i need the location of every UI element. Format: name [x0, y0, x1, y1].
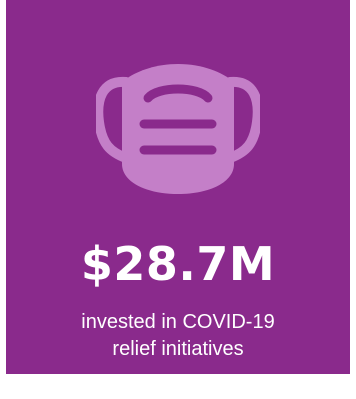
stat-caption-line-2: relief initiatives	[112, 338, 244, 360]
stat-caption-line-1: invested in COVID-19	[81, 311, 275, 333]
face-mask-icon	[96, 64, 260, 194]
stat-card: $28.7M invested in COVID-19 relief initi…	[6, 0, 350, 374]
stat-value: $28.7M	[80, 237, 276, 291]
stat-caption: invested in COVID-19 relief initiatives	[6, 309, 350, 363]
